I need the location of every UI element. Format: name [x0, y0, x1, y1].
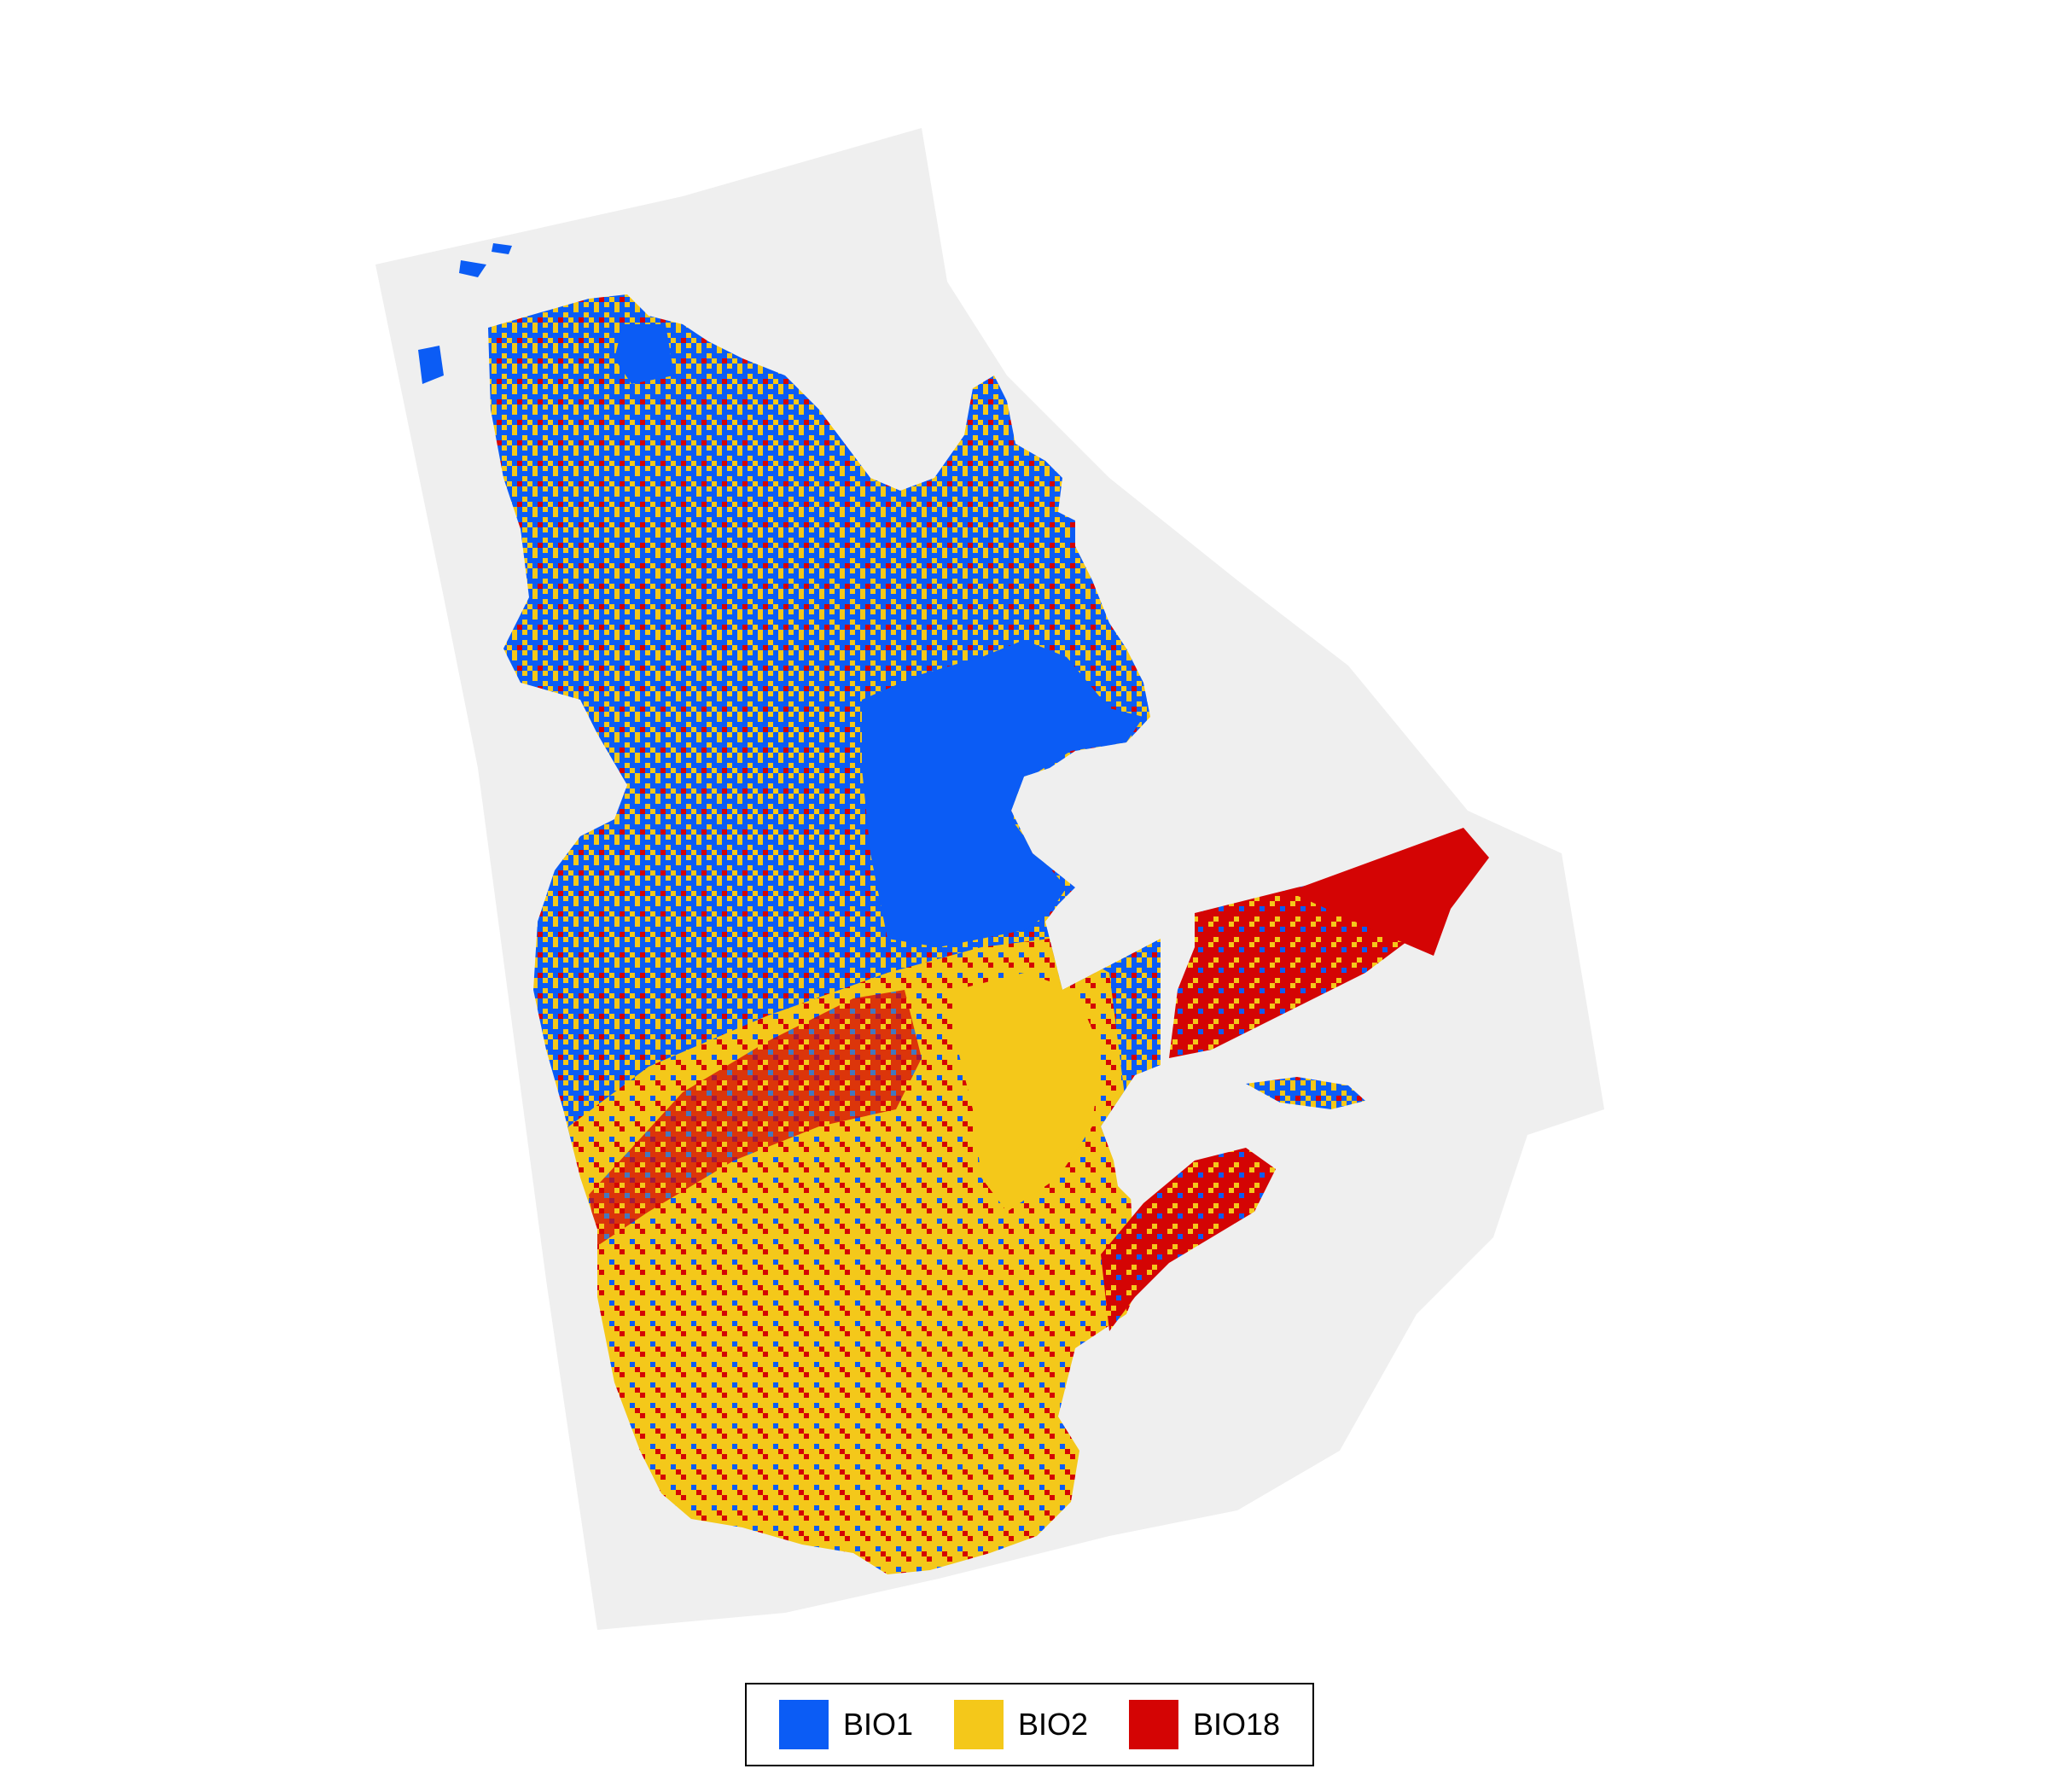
region-bio1-north — [614, 324, 674, 384]
region-bio18-east — [1289, 828, 1489, 956]
legend-swatch-bio18 — [1128, 1700, 1178, 1749]
island-north-3 — [492, 243, 512, 254]
region-bio1-dominant — [862, 640, 1143, 947]
legend-label-bio1: BIO1 — [842, 1707, 914, 1742]
region-bio18-band — [589, 990, 922, 1246]
legend-swatch-bio1 — [778, 1700, 829, 1749]
legend-label-bio18: BIO18 — [1192, 1707, 1280, 1742]
legend: BIO1 BIO2 BIO18 — [745, 1683, 1314, 1766]
legend-swatch-bio2 — [953, 1700, 1004, 1749]
island-anticosti — [1246, 1077, 1365, 1109]
legend-label-bio2: BIO2 — [1017, 1707, 1088, 1742]
legend-item-bio2: BIO2 — [953, 1700, 1088, 1749]
legend-item-bio18: BIO18 — [1128, 1700, 1280, 1749]
region-bio2-dominant — [956, 973, 1101, 1212]
island-north-2 — [459, 260, 486, 277]
island-north-1 — [418, 346, 444, 384]
region-gaspe — [1101, 1148, 1276, 1331]
legend-item-bio1: BIO1 — [778, 1700, 914, 1749]
